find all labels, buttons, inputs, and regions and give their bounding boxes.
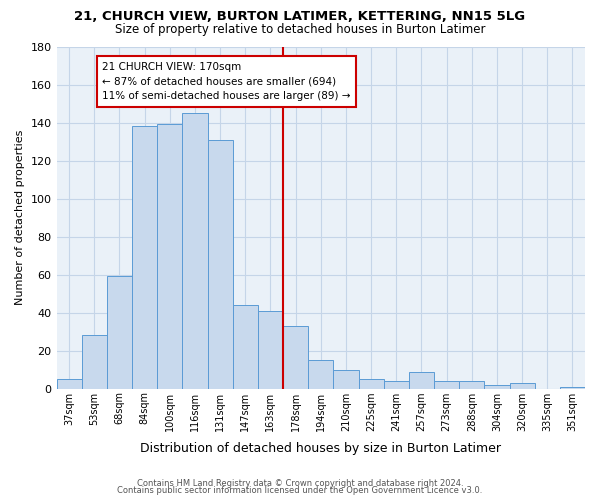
Text: Size of property relative to detached houses in Burton Latimer: Size of property relative to detached ho… bbox=[115, 22, 485, 36]
Text: Contains public sector information licensed under the Open Government Licence v3: Contains public sector information licen… bbox=[118, 486, 482, 495]
Bar bbox=[107, 276, 132, 388]
Bar bbox=[560, 386, 585, 388]
Bar bbox=[334, 370, 359, 388]
Bar bbox=[359, 379, 383, 388]
Bar bbox=[383, 381, 409, 388]
Bar bbox=[208, 140, 233, 388]
Text: 21 CHURCH VIEW: 170sqm
← 87% of detached houses are smaller (694)
11% of semi-de: 21 CHURCH VIEW: 170sqm ← 87% of detached… bbox=[102, 62, 350, 102]
Text: 21, CHURCH VIEW, BURTON LATIMER, KETTERING, NN15 5LG: 21, CHURCH VIEW, BURTON LATIMER, KETTERI… bbox=[74, 10, 526, 23]
Bar bbox=[182, 113, 208, 388]
Bar bbox=[484, 385, 509, 388]
Y-axis label: Number of detached properties: Number of detached properties bbox=[15, 130, 25, 305]
Bar bbox=[409, 372, 434, 388]
Bar bbox=[434, 381, 459, 388]
Bar bbox=[132, 126, 157, 388]
X-axis label: Distribution of detached houses by size in Burton Latimer: Distribution of detached houses by size … bbox=[140, 442, 501, 455]
Bar bbox=[233, 305, 258, 388]
Bar bbox=[157, 124, 182, 388]
Bar bbox=[283, 326, 308, 388]
Bar bbox=[308, 360, 334, 388]
Text: Contains HM Land Registry data © Crown copyright and database right 2024.: Contains HM Land Registry data © Crown c… bbox=[137, 478, 463, 488]
Bar bbox=[459, 381, 484, 388]
Bar bbox=[56, 379, 82, 388]
Bar bbox=[258, 310, 283, 388]
Bar bbox=[82, 336, 107, 388]
Bar bbox=[509, 383, 535, 388]
